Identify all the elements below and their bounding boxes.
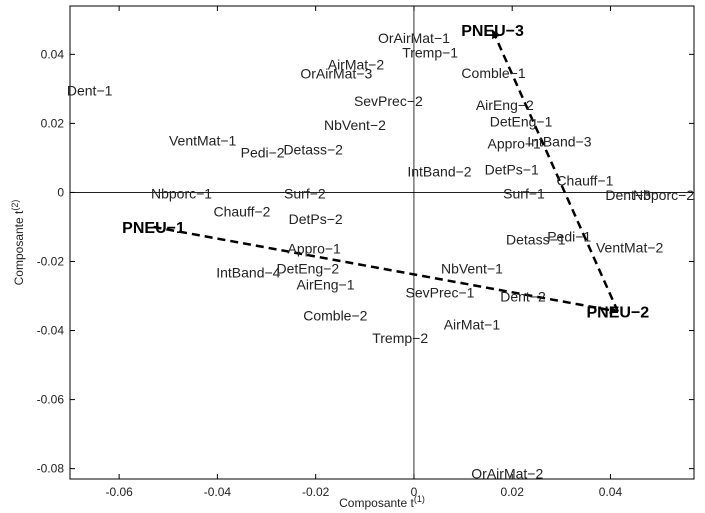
y-tick-label: -0.02 bbox=[37, 254, 65, 268]
data-point-label: Detass−2 bbox=[283, 141, 343, 157]
data-point-label: Surf−1 bbox=[503, 185, 545, 201]
data-point-label: IntBand−4 bbox=[216, 265, 280, 281]
axis-ticks: -0.06 -0.04 -0.02 0 0.02 0.04 0.04 0.02 0 -0.02 -0… bbox=[37, 6, 694, 499]
plot-area bbox=[69, 5, 695, 480]
data-point-label: Appro−1 bbox=[288, 241, 342, 257]
data-point-label: Dent−2 bbox=[500, 289, 546, 305]
plot-border bbox=[69, 5, 695, 480]
data-point-label: Surf−2 bbox=[284, 185, 326, 201]
data-point-label: AirMat−1 bbox=[444, 317, 501, 333]
data-point-label: NbVent−2 bbox=[324, 117, 386, 133]
y-tick-label: 0.02 bbox=[41, 116, 65, 130]
x-tick-label: 0 bbox=[411, 485, 418, 499]
data-point-label: VentMat−2 bbox=[596, 240, 664, 256]
x-axis-label: Composante t(1) bbox=[339, 494, 425, 510]
data-point-label: Detass−1 bbox=[506, 232, 566, 248]
data-point-label: VentMat−1 bbox=[169, 133, 237, 149]
data-point-label: SevPrec−1 bbox=[406, 285, 475, 301]
data-point-label: Dent−3 bbox=[605, 187, 651, 203]
trajectory-arrow bbox=[153, 225, 619, 315]
x-tick-label: -0.02 bbox=[302, 485, 330, 499]
data-point-label: Nbporc−1 bbox=[151, 185, 212, 201]
data-point-label: DetEng−2 bbox=[276, 260, 339, 276]
data-point-label: Tremp−2 bbox=[372, 330, 428, 346]
data-point-label: Pedi−1 bbox=[547, 228, 591, 244]
group-point-label: PNEU−2 bbox=[586, 305, 649, 322]
data-point-label: AirEng−2 bbox=[476, 97, 534, 113]
data-point-label: DetPs−1 bbox=[485, 161, 539, 177]
data-point-label: Dent−1 bbox=[67, 83, 113, 99]
data-point-label: NbVent−1 bbox=[441, 261, 503, 277]
y-axis-label: Composante t(2) bbox=[10, 200, 26, 286]
group-labels: PNEU−1 PNEU−2 PNEU−3 bbox=[122, 23, 649, 321]
data-point-label: IntBand−2 bbox=[407, 164, 471, 180]
x-tick-label: 0.02 bbox=[501, 485, 525, 499]
data-point-label: OrAirMat−3 bbox=[300, 65, 372, 81]
data-point-label: SevPrec−2 bbox=[354, 93, 423, 109]
y-tick-label: -0.04 bbox=[37, 324, 65, 338]
data-point-label: Comble−1 bbox=[461, 65, 525, 81]
group-point-label: PNEU−1 bbox=[122, 220, 185, 237]
data-point-label: Nbporc−2 bbox=[633, 187, 694, 203]
data-point-label: Chauff−1 bbox=[556, 172, 613, 188]
data-point-label: AirMat−2 bbox=[328, 57, 385, 73]
data-point-label: DetEng−1 bbox=[490, 114, 553, 130]
data-point-label: Pedi−2 bbox=[241, 145, 285, 161]
x-tick-label: 0.04 bbox=[599, 485, 623, 499]
data-point-label: Tremp−1 bbox=[402, 45, 458, 61]
trajectory-arrows bbox=[153, 29, 619, 315]
data-point-label: OrAirMat−1 bbox=[378, 30, 450, 46]
data-point-label: Comble−2 bbox=[303, 308, 367, 324]
y-tick-label: -0.06 bbox=[37, 393, 65, 407]
data-point-label: Chauff−2 bbox=[213, 203, 270, 219]
y-tick-label: 0 bbox=[57, 185, 64, 199]
group-point-label: PNEU−3 bbox=[461, 23, 524, 40]
y-tick-label: -0.08 bbox=[37, 462, 65, 476]
y-tick-label: 0.04 bbox=[41, 47, 65, 61]
x-tick-label: -0.06 bbox=[105, 485, 133, 499]
data-point-label: DetPs−2 bbox=[289, 211, 343, 227]
data-point-label: AirEng−1 bbox=[297, 277, 355, 293]
data-point-label: IntBand−3 bbox=[527, 133, 591, 149]
x-tick-label: -0.04 bbox=[204, 485, 232, 499]
data-point-label: OrAirMat−2 bbox=[471, 465, 543, 481]
data-point-label: Appro−1 bbox=[488, 135, 542, 151]
